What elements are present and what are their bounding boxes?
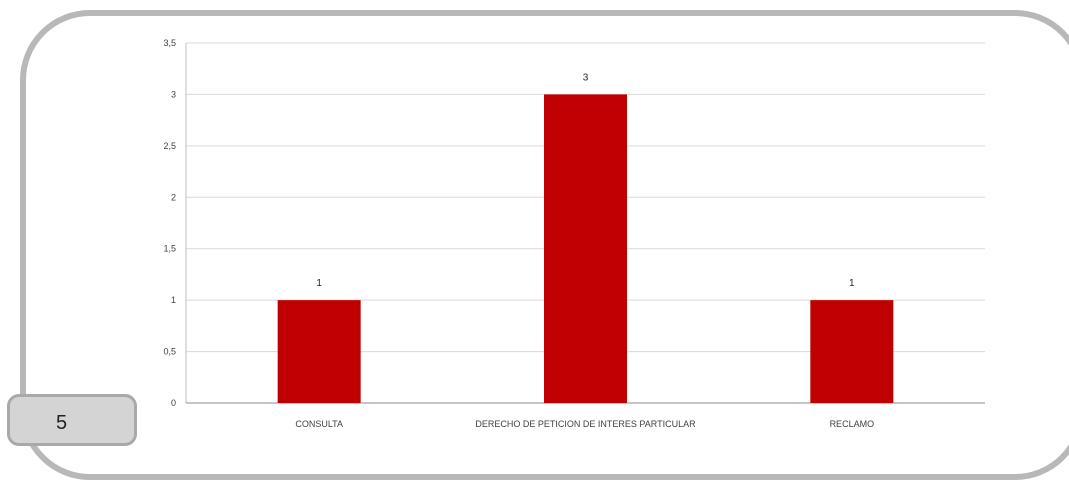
x-tick-label: DERECHO DE PETICION DE INTERES PARTICULA… <box>475 419 696 429</box>
data-label: 1 <box>849 278 855 289</box>
y-tick-label: 0,5 <box>163 347 176 357</box>
data-label: 3 <box>583 72 589 83</box>
y-tick-label: 3,5 <box>163 38 176 48</box>
bar <box>544 94 627 403</box>
bar <box>277 300 361 403</box>
page-number: 5 <box>56 412 68 434</box>
y-tick-label: 0 <box>171 398 176 408</box>
x-tick-label: CONSULTA <box>295 419 343 429</box>
y-tick-label: 3 <box>171 89 176 99</box>
data-label: 1 <box>316 278 322 289</box>
y-tick-label: 1,5 <box>163 244 176 254</box>
y-tick-label: 2 <box>171 192 176 202</box>
y-tick-label: 1 <box>171 295 176 305</box>
x-tick-label: RECLAMO <box>830 419 875 429</box>
bar-chart: 0 0,5 1 1,5 2 2,5 3 3,5 1 CONSULTA 3 DERECHO DE PET… <box>163 38 985 429</box>
page-number-badge: 5 <box>7 394 137 446</box>
bar <box>810 300 894 403</box>
y-tick-label: 2,5 <box>163 141 176 151</box>
